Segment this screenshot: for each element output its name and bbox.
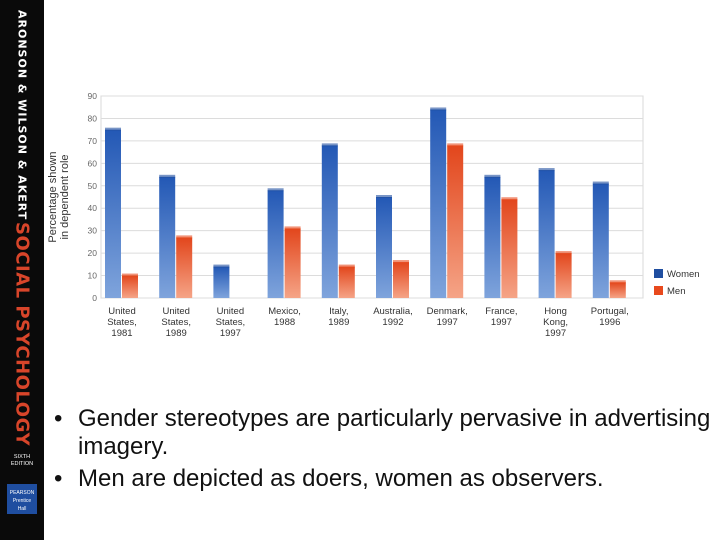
x-tick-label: Hong Kong, 1997 <box>543 306 568 339</box>
x-tick-label: United States, 1997 <box>216 306 246 339</box>
bar-cap-women <box>267 188 284 192</box>
book-title: SOCIAL PSYCHOLOGY <box>11 222 33 447</box>
bar-men <box>176 237 193 298</box>
bar-women <box>592 183 609 298</box>
bar-cap-men <box>393 260 409 264</box>
bar-women <box>484 176 501 298</box>
bar-cap-men <box>555 251 572 255</box>
bar-women <box>267 190 284 298</box>
legend-swatch-women <box>654 269 663 278</box>
legend-label-men: Men <box>667 286 685 297</box>
y-axis-label: Percentage shownin dependent role <box>47 151 71 242</box>
y-tick-label: 60 <box>88 158 98 168</box>
x-tick-label: Italy, 1989 <box>328 306 349 328</box>
y-tick-label: 40 <box>88 203 98 213</box>
bar-cap-women <box>376 195 392 198</box>
bar-cap-women <box>159 174 176 178</box>
bar-women <box>321 145 338 298</box>
bar-men <box>338 266 355 298</box>
bar-men <box>122 275 138 298</box>
y-tick-label: 90 <box>88 91 98 101</box>
bar-women <box>430 109 447 298</box>
bullet-item: • Men are depicted as doers, women as obs… <box>54 465 604 492</box>
bar-men <box>555 253 572 298</box>
y-tick-label: 10 <box>88 271 98 281</box>
bar-cap-men <box>122 273 138 277</box>
bar-cap-men <box>284 226 301 230</box>
bar-cap-men <box>176 235 193 239</box>
bar-men <box>393 262 409 298</box>
y-tick-label: 70 <box>88 136 98 146</box>
bar-chart: 0 10 20 30 40 50 60 70 80 90 Percentage shownin de… <box>44 0 720 390</box>
y-tick-label: 80 <box>88 113 98 123</box>
legend-label-women: Women <box>667 269 700 280</box>
y-tick-label: 20 <box>88 248 98 258</box>
chart-svg: 0 10 20 30 40 50 60 70 80 90 Percentage shownin de… <box>47 91 700 339</box>
y-tick-label: 30 <box>88 226 98 236</box>
publisher-logo: PEARSON Prentice Hall <box>7 484 37 514</box>
bar-cap-women <box>484 174 501 178</box>
x-tick-label: Australia, 1992 <box>373 306 413 328</box>
bar-men <box>284 228 301 298</box>
bar-cap-women <box>592 181 609 185</box>
x-tick-label: Portugal, 1996 <box>591 306 629 328</box>
bar-cap-men <box>609 280 626 284</box>
x-tick-label: Mexico, 1988 <box>268 306 301 328</box>
y-tick-label: 0 <box>92 293 97 303</box>
authors-label: ARONSON & WILSON & AKERT <box>15 10 29 221</box>
x-tick-label: France, 1997 <box>485 306 517 328</box>
x-tick-label: Denmark, 1997 <box>427 306 468 328</box>
edition-label: SIXTH EDITION <box>10 454 34 467</box>
bar-cap-women <box>105 127 121 131</box>
bar-cap-women <box>538 168 555 172</box>
x-tick-label: United States, 1989 <box>161 306 191 339</box>
bar-women <box>105 129 121 298</box>
bar-cap-men <box>447 143 464 147</box>
legend-swatch-men <box>654 286 663 295</box>
bullet-list: • Gender stereotypes are particularly per… <box>52 405 712 497</box>
bar-cap-men <box>338 264 355 268</box>
bar-cap-women <box>430 107 447 111</box>
bar-women <box>538 170 555 298</box>
book-sidebar: ARONSON & WILSON & AKERT SOCIAL PSYCHOLO… <box>0 0 44 540</box>
bar-men <box>447 145 464 298</box>
bar-men <box>609 282 626 298</box>
bar-cap-women <box>213 264 230 268</box>
bullet-item: • Gender stereotypes are particularly per… <box>54 405 711 460</box>
bar-women <box>376 197 392 298</box>
x-tick-label: United States, 1981 <box>107 306 137 339</box>
y-tick-label: 50 <box>88 181 98 191</box>
bar-men <box>501 199 518 298</box>
bar-women <box>159 176 176 298</box>
bar-cap-men <box>501 197 518 201</box>
bar-women <box>213 266 230 298</box>
bar-cap-women <box>321 143 338 147</box>
